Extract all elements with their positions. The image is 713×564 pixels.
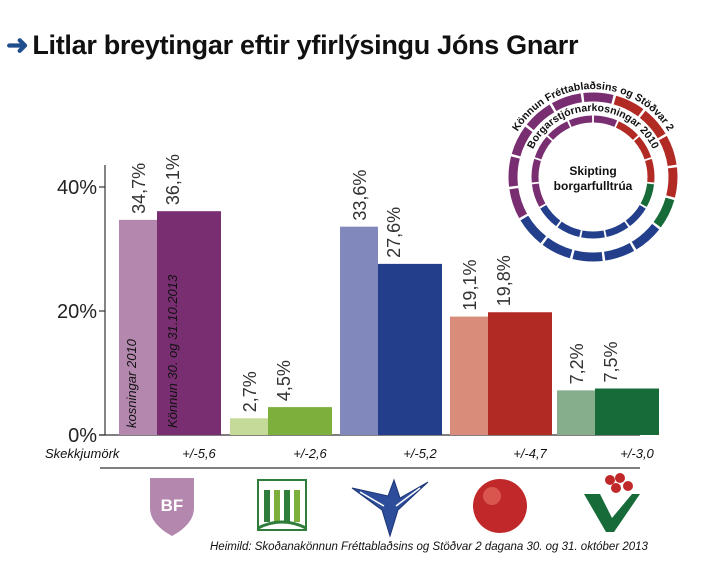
bar-2013 bbox=[268, 407, 332, 435]
value-label: 19,1% bbox=[460, 260, 480, 311]
margin-of-error: +/-4,7 bbox=[513, 446, 547, 461]
value-label: 7,5% bbox=[601, 341, 621, 382]
bar-2010 bbox=[340, 226, 378, 435]
ring-center-line2: borgarfulltrúa bbox=[554, 179, 633, 193]
seat-ring-chart: Könnun Fréttablaðsins og Stöðvar 2Borgar… bbox=[508, 80, 678, 262]
red-ball-highlight bbox=[483, 487, 501, 505]
bar-2013 bbox=[595, 388, 659, 435]
value-label: 19,8% bbox=[494, 255, 514, 306]
outer-seat-segment bbox=[520, 215, 547, 244]
margin-of-error: +/-3,0 bbox=[620, 446, 654, 461]
inner-seat-segment bbox=[605, 221, 629, 237]
y-tick-label: 0% bbox=[68, 425, 97, 447]
arrow-right-icon: ➜ bbox=[6, 30, 29, 60]
inner-seat-segment bbox=[547, 121, 571, 141]
bar-2010 bbox=[119, 219, 157, 435]
inner-seat-segment bbox=[633, 136, 652, 160]
bar-2010 bbox=[450, 316, 488, 435]
outer-seat-segment bbox=[658, 135, 677, 167]
margin-of-error: +/-2,6 bbox=[293, 446, 327, 461]
y-tick-label: 40% bbox=[57, 177, 97, 199]
value-label: 36,1% bbox=[163, 154, 183, 205]
moe-label: Skekkjumörk bbox=[45, 446, 121, 461]
value-label: 27,6% bbox=[384, 207, 404, 258]
inner-seat-segment bbox=[581, 230, 605, 239]
inner-seat-segment bbox=[640, 183, 655, 207]
inner-seat-segment bbox=[625, 204, 646, 227]
outer-seat-segment bbox=[653, 197, 675, 228]
outer-seat-segment bbox=[509, 187, 528, 219]
outer-seat-segment bbox=[526, 104, 555, 131]
source-note: Heimild: Skoðanakönnun Fréttablaðsins og… bbox=[210, 541, 648, 553]
chart-title-text: Litlar breytingar eftir yfirlýsingu Jóns… bbox=[32, 30, 579, 60]
outer-seat-segment bbox=[613, 95, 644, 117]
outer-seat-segment bbox=[583, 92, 614, 104]
inner-seat-segment bbox=[557, 221, 581, 237]
bar-2010 bbox=[230, 418, 268, 435]
bar-2010 bbox=[557, 390, 595, 435]
bar-2013 bbox=[378, 263, 442, 435]
outer-seat-segment bbox=[631, 223, 660, 250]
v-flower-logo bbox=[584, 473, 640, 532]
samfylking-book-logo bbox=[257, 479, 307, 531]
chart-title: ➜ Litlar breytingar eftir yfirlýsingu Jón… bbox=[6, 30, 578, 61]
inner-seat-segment bbox=[615, 121, 639, 141]
inner-seat-segment bbox=[534, 136, 553, 160]
series-label-2013: Könnun 30. og 31.10.2013 bbox=[165, 274, 180, 428]
inner-seat-segment bbox=[531, 183, 546, 207]
inner-seat-segment bbox=[593, 115, 618, 127]
value-label: 4,5% bbox=[274, 360, 294, 401]
bf-shield-logo bbox=[150, 478, 194, 536]
bar-group: 34,7% 36,1% +/-5,6 2,7% 4,5% +/-2,6 33,6% 27,6%… bbox=[119, 154, 659, 461]
party-logos: BF bbox=[150, 473, 640, 538]
bf-logo-text: BF bbox=[161, 496, 184, 515]
inner-seat-segment bbox=[645, 158, 655, 183]
value-label: 7,2% bbox=[567, 343, 587, 384]
outer-seat-segment bbox=[542, 237, 573, 259]
margin-of-error: +/-5,6 bbox=[182, 446, 216, 461]
falcon-logo bbox=[351, 478, 429, 538]
outer-seat-segment bbox=[572, 250, 603, 262]
value-label: 34,7% bbox=[129, 163, 149, 214]
inner-seat-segment bbox=[568, 115, 593, 127]
outer-seat-segment bbox=[551, 93, 583, 112]
margin-of-error: +/-5,2 bbox=[403, 446, 437, 461]
value-label: 2,7% bbox=[240, 371, 260, 412]
inner-seat-segment bbox=[531, 158, 541, 183]
outer-seat-segment bbox=[666, 167, 678, 198]
red-ball-logo bbox=[473, 479, 527, 533]
inner-seat-segment bbox=[540, 204, 561, 227]
outer-seat-segment bbox=[511, 126, 533, 157]
bar-2013 bbox=[488, 312, 552, 435]
y-tick-label: 20% bbox=[57, 301, 97, 323]
outer-seat-segment bbox=[508, 156, 520, 187]
value-label: 33,6% bbox=[350, 170, 370, 221]
bar-2013 bbox=[157, 211, 221, 435]
series-label-2010: kosningar 2010 bbox=[124, 338, 139, 428]
ring-center-line1: Skipting bbox=[569, 164, 616, 178]
outer-seat-segment bbox=[639, 110, 666, 139]
outer-seat-segment bbox=[603, 242, 635, 261]
